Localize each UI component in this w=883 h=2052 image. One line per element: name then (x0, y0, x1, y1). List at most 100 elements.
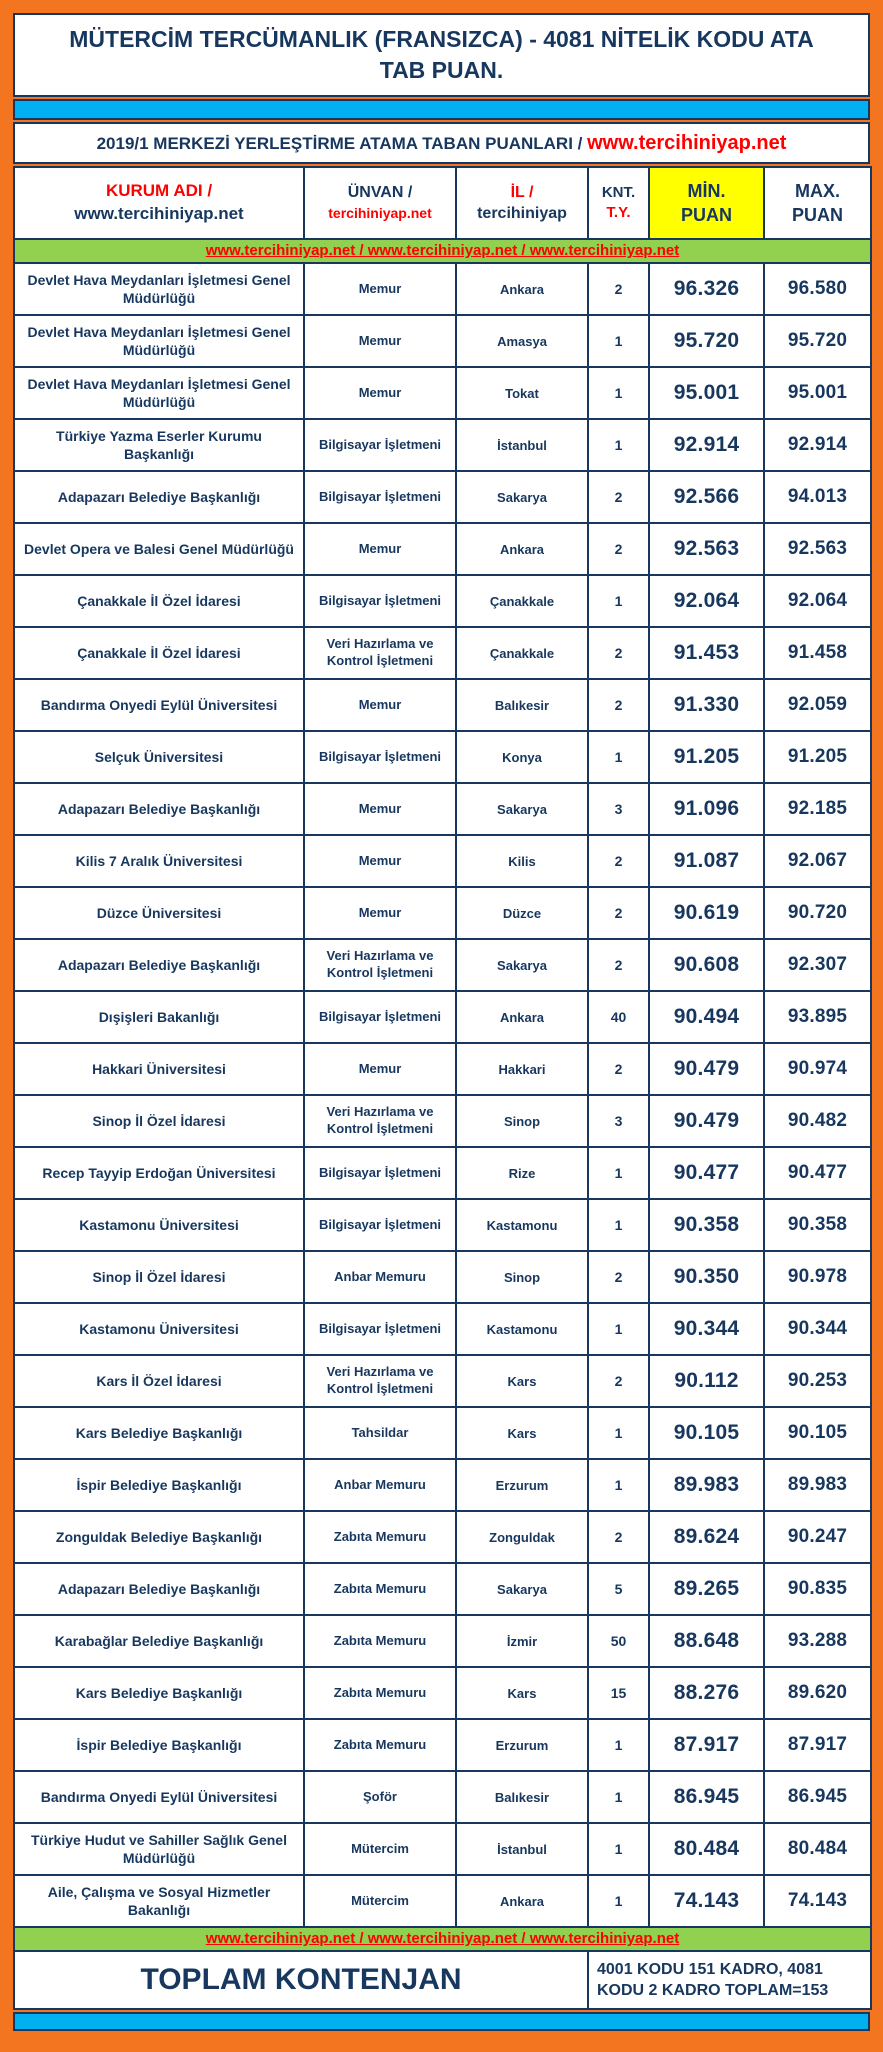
knt-cell: 2 (587, 1042, 650, 1097)
table-row: Devlet Hava Meydanları İşletmesi Genel M… (13, 366, 872, 421)
knt-cell: 1 (587, 1874, 650, 1929)
max-cell: 89.983 (763, 1458, 872, 1513)
knt-cell: 2 (587, 886, 650, 941)
subtitle: 2019/1 MERKEZİ YERLEŞTİRME ATAMA TABAN P… (13, 122, 870, 165)
il-cell: Kastamonu (455, 1198, 589, 1253)
unvan-cell: Mütercim (303, 1822, 457, 1877)
unvan-cell: Zabıta Memuru (303, 1510, 457, 1565)
header-min-puan: MİN. PUAN (648, 166, 765, 241)
unvan-cell: Veri Hazırlama ve Kontrol İşletmeni (303, 938, 457, 993)
header-kurum-site: www.tercihiniyap.net (74, 204, 244, 224)
kurum-cell: İspir Belediye Başkanlığı (13, 1718, 305, 1773)
table-row: Karabağlar Belediye Başkanlığı Zabıta Me… (13, 1614, 872, 1669)
min-cell: 90.479 (648, 1094, 765, 1149)
kurum-cell: Karabağlar Belediye Başkanlığı (13, 1614, 305, 1669)
table-row: Bandırma Onyedi Eylül Üniversitesi Memur… (13, 678, 872, 733)
min-cell: 80.484 (648, 1822, 765, 1877)
banner-links-bottom[interactable]: www.tercihiniyap.net / www.tercihiniyap.… (205, 1930, 680, 1948)
min-cell: 89.265 (648, 1562, 765, 1617)
max-cell: 93.288 (763, 1614, 872, 1669)
knt-cell: 2 (587, 470, 650, 525)
unvan-cell: Mütercim (303, 1874, 457, 1929)
knt-cell: 2 (587, 626, 650, 681)
subtitle-text: 2019/1 MERKEZİ YERLEŞTİRME ATAMA TABAN P… (96, 134, 583, 154)
min-cell: 91.330 (648, 678, 765, 733)
unvan-cell: Şoför (303, 1770, 457, 1825)
page-title: MÜTERCİM TERCÜMANLIK (FRANSIZCA) - 4081 … (13, 13, 870, 98)
knt-cell: 2 (587, 1510, 650, 1565)
max-cell: 80.484 (763, 1822, 872, 1877)
max-cell: 90.720 (763, 886, 872, 941)
unvan-cell: Memur (303, 522, 457, 577)
unvan-cell: Veri Hazırlama ve Kontrol İşletmeni (303, 1094, 457, 1149)
il-cell: Sakarya (455, 782, 589, 837)
total-quota-note: 4001 KODU 151 KADRO, 4081 KODU 2 KADRO T… (587, 1950, 872, 2011)
header-knt-line2: T.Y. (606, 204, 631, 222)
unvan-cell: Memur (303, 366, 457, 421)
il-cell: Amasya (455, 314, 589, 369)
max-cell: 90.105 (763, 1406, 872, 1461)
knt-cell: 2 (587, 522, 650, 577)
unvan-cell: Bilgisayar İşletmeni (303, 470, 457, 525)
table-row: Selçuk Üniversitesi Bilgisayar İşletmeni… (13, 730, 872, 785)
min-cell: 96.326 (648, 262, 765, 317)
min-cell: 90.350 (648, 1250, 765, 1305)
banner-links-top[interactable]: www.tercihiniyap.net / www.tercihiniyap.… (205, 242, 680, 260)
knt-cell: 50 (587, 1614, 650, 1669)
min-cell: 91.087 (648, 834, 765, 889)
table-row: Zonguldak Belediye Başkanlığı Zabıta Mem… (13, 1510, 872, 1565)
il-cell: Rize (455, 1146, 589, 1201)
knt-cell: 2 (587, 938, 650, 993)
kurum-cell: Devlet Hava Meydanları İşletmesi Genel M… (13, 314, 305, 369)
table-row: Adapazarı Belediye Başkanlığı Memur Saka… (13, 782, 872, 837)
max-cell: 92.307 (763, 938, 872, 993)
min-cell: 92.914 (648, 418, 765, 473)
header-kurum: KURUM ADI / www.tercihiniyap.net (13, 166, 305, 241)
il-cell: Sakarya (455, 938, 589, 993)
unvan-cell: Zabıta Memuru (303, 1614, 457, 1669)
il-cell: Düzce (455, 886, 589, 941)
unvan-cell: Memur (303, 782, 457, 837)
knt-cell: 3 (587, 782, 650, 837)
header-kurum-line1: KURUM ADI / (105, 181, 213, 201)
max-cell: 90.477 (763, 1146, 872, 1201)
subtitle-site-link[interactable]: www.tercihiniyap.net (587, 132, 787, 155)
table-row: İspir Belediye Başkanlığı Zabıta Memuru … (13, 1718, 872, 1773)
il-cell: Zonguldak (455, 1510, 589, 1565)
kurum-cell: Düzce Üniversitesi (13, 886, 305, 941)
min-cell: 89.624 (648, 1510, 765, 1565)
knt-cell: 2 (587, 834, 650, 889)
min-cell: 95.720 (648, 314, 765, 369)
min-cell: 90.479 (648, 1042, 765, 1097)
table-row: Adapazarı Belediye Başkanlığı Veri Hazır… (13, 938, 872, 993)
kurum-cell: Adapazarı Belediye Başkanlığı (13, 782, 305, 837)
kurum-cell: Devlet Opera ve Balesi Genel Müdürlüğü (13, 522, 305, 577)
banner-row-bottom: www.tercihiniyap.net / www.tercihiniyap.… (13, 1926, 872, 1953)
min-cell: 74.143 (648, 1874, 765, 1929)
min-cell: 90.112 (648, 1354, 765, 1409)
knt-cell: 1 (587, 418, 650, 473)
unvan-cell: Zabıta Memuru (303, 1562, 457, 1617)
min-cell: 90.344 (648, 1302, 765, 1357)
divider-bar-bottom (13, 2012, 870, 2032)
table-row: Bandırma Onyedi Eylül Üniversitesi Şoför… (13, 1770, 872, 1825)
header-row: KURUM ADI / www.tercihiniyap.net ÜNVAN /… (13, 166, 872, 241)
unvan-cell: Memur (303, 886, 457, 941)
max-cell: 91.458 (763, 626, 872, 681)
max-cell: 95.001 (763, 366, 872, 421)
kurum-cell: Hakkari Üniversitesi (13, 1042, 305, 1097)
knt-cell: 2 (587, 1250, 650, 1305)
knt-cell: 3 (587, 1094, 650, 1149)
knt-cell: 1 (587, 366, 650, 421)
kurum-cell: Dışişleri Bakanlığı (13, 990, 305, 1045)
unvan-cell: Memur (303, 1042, 457, 1097)
header-unvan: ÜNVAN / tercihiniyap.net (303, 166, 457, 241)
il-cell: İzmir (455, 1614, 589, 1669)
max-cell: 90.974 (763, 1042, 872, 1097)
max-cell: 90.253 (763, 1354, 872, 1409)
table-row: İspir Belediye Başkanlığı Anbar Memuru E… (13, 1458, 872, 1513)
il-cell: Kastamonu (455, 1302, 589, 1357)
table-row: Sinop İl Özel İdaresi Veri Hazırlama ve … (13, 1094, 872, 1149)
knt-cell: 1 (587, 1146, 650, 1201)
unvan-cell: Bilgisayar İşletmeni (303, 1302, 457, 1357)
